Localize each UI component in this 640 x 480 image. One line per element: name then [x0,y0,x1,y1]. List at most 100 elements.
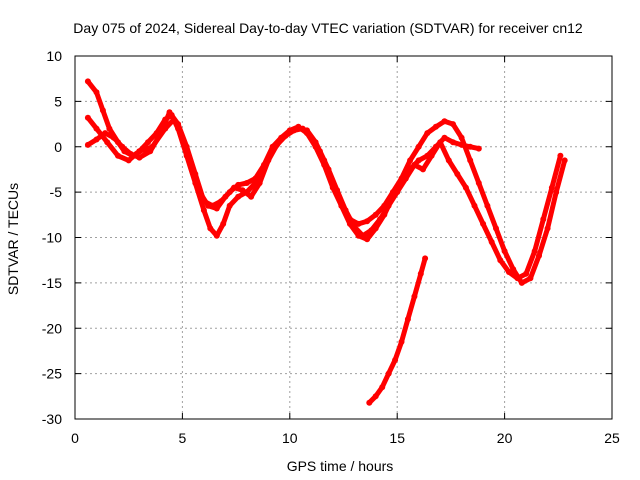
data-point-track-c [308,134,315,141]
data-point-track-b [84,141,91,148]
data-layer [84,78,568,406]
data-point-track-b [364,218,371,225]
y-tick-label: 5 [54,93,62,109]
data-point-track-a [415,157,422,164]
data-point-track-b [544,225,551,232]
chart-title: Day 075 of 2024, Sidereal Day-to-day VTE… [73,20,583,36]
data-point-track-d [392,357,399,363]
data-point-track-d [417,270,424,277]
series-line-track-c [85,115,563,281]
y-tick-label: -5 [50,184,63,200]
data-point-track-b [252,175,259,182]
y-tick-label: -20 [42,320,62,336]
data-point-track-b [93,136,100,143]
data-point-track-c [222,193,229,200]
y-tick-label: -30 [42,411,62,427]
data-point-track-b [136,154,143,161]
data-point-track-c [488,239,495,245]
data-point-track-a [475,145,482,152]
y-tick-label: -10 [42,230,62,246]
data-point-track-c [394,189,401,196]
grid-layer [75,56,612,419]
data-point-track-a [441,134,448,141]
data-point-track-b [441,118,448,125]
data-point-track-c [359,232,366,239]
data-point-track-c [213,205,220,212]
data-point-track-d [422,255,429,262]
data-point-track-c [93,125,100,132]
y-tick-label: 0 [54,139,62,155]
data-point-track-b [527,275,534,282]
x-tick-label: 0 [71,430,79,446]
tick-layer: 0 5 10 15 20 25 10 5 0 -5 -10 -15 -20 -25 -30 [42,48,620,446]
data-point-track-c [505,269,512,275]
data-point-track-b [484,202,491,209]
data-point-track-c [273,141,280,148]
data-point-track-c [282,132,289,139]
data-point-track-c [540,216,547,223]
data-point-track-a [93,89,100,96]
data-point-track-b [553,189,560,196]
data-point-track-c [256,180,263,186]
data-point-track-b [510,266,517,273]
data-point-track-c [531,248,538,255]
data-point-track-d [411,293,418,300]
data-point-track-c [205,202,212,209]
data-point-track-c [115,152,121,159]
data-point-track-c [437,139,444,146]
data-point-track-c [162,125,169,132]
data-point-track-b [536,252,542,259]
y-axis-title: SDTVAR / TECUs [5,183,21,295]
data-point-track-a [450,139,456,146]
x-tick-label: 10 [282,430,298,446]
data-point-track-c [170,116,177,123]
y-tick-label: -25 [42,366,62,382]
data-point-track-c [125,157,132,164]
data-point-track-c [480,220,487,227]
data-point-track-b [467,157,474,164]
data-point-track-c [239,187,246,194]
data-point-track-c [325,166,332,173]
data-point-track-c [445,157,452,164]
data-point-track-a [84,78,91,85]
data-point-track-b [501,248,508,255]
data-point-track-a [364,236,371,243]
data-point-track-c [557,152,564,159]
data-point-track-b [518,279,525,286]
data-point-track-b [407,157,414,164]
y-tick-label: -15 [42,275,62,291]
data-point-track-c [248,193,255,200]
data-point-track-b [424,130,431,137]
data-point-track-b [415,143,422,150]
data-point-track-c [299,125,306,132]
data-point-track-c [523,270,530,277]
data-point-track-b [432,123,439,130]
y-tick-label: 10 [46,48,62,64]
data-point-track-c [136,148,143,155]
data-point-track-c [196,189,203,196]
data-point-track-c [265,157,272,164]
data-point-track-c [548,184,555,191]
data-point-track-a [213,232,220,239]
data-point-track-c [351,223,358,230]
data-point-track-a [467,143,474,150]
data-point-track-d [398,338,405,345]
data-point-track-c [411,161,418,168]
data-point-track-c [385,202,392,209]
data-point-track-a [226,202,233,209]
data-point-track-c [420,166,426,173]
data-point-track-c [471,202,478,209]
data-point-track-c [454,171,461,177]
data-point-track-b [561,157,568,164]
data-point-track-a [106,125,113,132]
data-point-track-c [497,257,504,264]
x-tick-label: 20 [497,430,513,446]
x-tick-label: 5 [179,430,187,446]
data-point-track-b [450,121,456,128]
data-point-track-b [355,220,362,227]
x-axis-title: GPS time / hours [287,458,394,474]
data-point-track-a [235,193,242,200]
data-point-track-c [179,134,186,141]
data-point-track-c [104,139,111,146]
